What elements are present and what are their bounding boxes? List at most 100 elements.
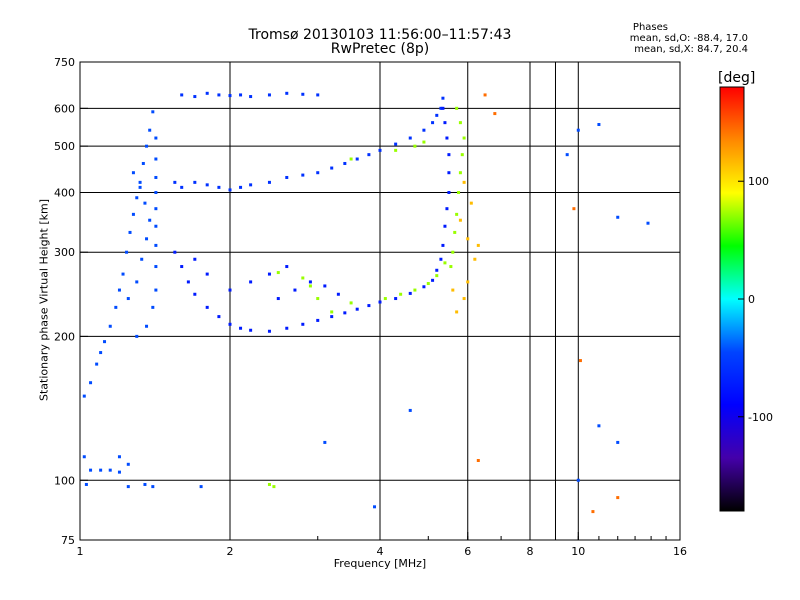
echo-point	[193, 95, 197, 99]
echo-point	[285, 326, 289, 330]
echo-point	[145, 324, 149, 328]
echo-point	[140, 257, 144, 261]
echo-point	[89, 468, 93, 472]
x-tick-label: 6	[464, 545, 471, 558]
echo-point	[431, 278, 435, 282]
echo-point	[205, 183, 209, 187]
echo-point	[373, 505, 377, 509]
echo-point	[458, 171, 462, 175]
echo-point	[455, 212, 459, 216]
echo-point	[439, 106, 443, 110]
echo-point	[131, 212, 135, 216]
echo-point	[249, 95, 253, 99]
echo-point	[293, 288, 297, 292]
grid-lines	[80, 62, 680, 540]
echo-point	[413, 288, 417, 292]
echo-point	[576, 128, 580, 132]
echo-point	[394, 142, 398, 146]
echo-point	[267, 272, 271, 276]
echo-point	[180, 265, 184, 269]
echo-point	[422, 285, 426, 289]
echo-points	[82, 91, 650, 514]
echo-point	[267, 329, 271, 333]
echo-point	[316, 297, 320, 301]
echo-point	[135, 196, 139, 200]
echo-point	[154, 207, 158, 211]
echo-point	[473, 257, 477, 261]
echo-point	[378, 148, 382, 152]
echo-point	[422, 128, 426, 132]
phase-colorbar: 100 0 -100	[719, 86, 773, 512]
echo-point	[193, 180, 197, 184]
echo-point	[126, 297, 130, 301]
echo-point	[349, 301, 353, 305]
echo-point	[616, 496, 620, 500]
y-tick-label: 400	[54, 186, 75, 199]
echo-point	[455, 310, 459, 314]
chart-title: Tromsø 20130103 11:56:00–11:57:43	[248, 27, 512, 43]
echo-point	[180, 93, 184, 97]
echo-point	[249, 183, 253, 187]
echo-point	[447, 190, 451, 194]
echo-point	[249, 280, 253, 284]
echo-point	[154, 175, 158, 179]
echo-point	[308, 284, 312, 288]
echo-point	[138, 180, 142, 184]
echo-point	[439, 257, 443, 261]
echo-point	[597, 123, 601, 127]
echo-point	[99, 468, 103, 472]
echo-point	[355, 157, 359, 161]
echo-point	[141, 161, 145, 165]
echo-point	[239, 93, 243, 97]
echo-point	[462, 180, 466, 184]
echo-point	[145, 237, 149, 241]
chart-subtitle: RwPretec (8p)	[330, 41, 430, 57]
echo-point	[154, 136, 158, 140]
echo-point	[138, 185, 142, 189]
echo-point	[445, 207, 449, 211]
echo-point	[108, 468, 112, 472]
echo-point	[267, 93, 271, 97]
colorbar-tick-label: 0	[748, 293, 755, 306]
echo-point	[180, 185, 184, 189]
echo-point	[205, 272, 209, 276]
echo-point	[343, 311, 347, 315]
echo-point	[323, 440, 327, 444]
echo-point	[447, 153, 451, 157]
echo-point	[483, 93, 487, 97]
echo-point	[458, 218, 462, 222]
echo-point	[383, 297, 387, 301]
x-tick-label: 2	[227, 545, 234, 558]
echo-point	[466, 237, 470, 241]
echo-point	[205, 305, 209, 309]
echo-point	[447, 171, 451, 175]
echo-point	[591, 510, 595, 514]
echo-point	[572, 207, 576, 211]
echo-point	[154, 224, 158, 228]
x-axis-label: Frequency [MHz]	[333, 557, 427, 570]
x-tick-label: 1	[77, 545, 84, 558]
echo-point	[597, 424, 601, 428]
echo-point	[205, 91, 209, 95]
echo-point	[355, 307, 359, 311]
echo-point	[301, 173, 305, 177]
echo-point	[451, 288, 455, 292]
echo-point	[308, 280, 312, 284]
echo-point	[316, 318, 320, 322]
echo-point	[117, 288, 121, 292]
x-tick-label: 4	[377, 545, 384, 558]
echo-point	[413, 144, 417, 148]
echo-point	[103, 340, 107, 344]
y-tick-label: 200	[54, 330, 75, 343]
echo-point	[441, 96, 445, 100]
echo-point	[285, 91, 289, 95]
echo-point	[217, 93, 221, 97]
echo-point	[316, 93, 320, 97]
echo-point	[276, 297, 280, 301]
echo-point	[228, 188, 232, 192]
echo-point	[151, 305, 155, 309]
echo-point	[126, 462, 130, 466]
echo-point	[228, 288, 232, 292]
colorbar-tick-label: -100	[748, 411, 773, 424]
echo-point	[422, 140, 426, 144]
